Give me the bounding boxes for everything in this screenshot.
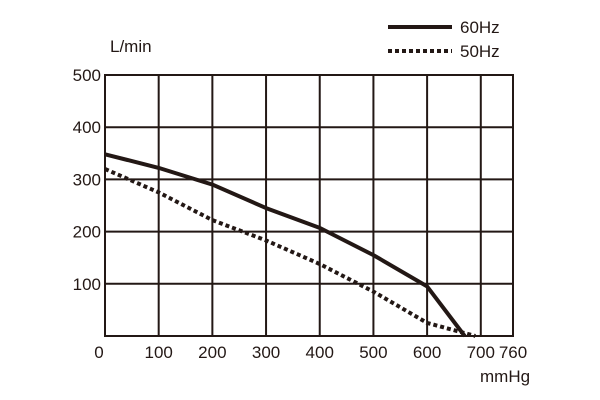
x-tick-label: 600 — [413, 343, 441, 362]
series-line-60hz — [104, 152, 467, 338]
x-tick-label: 200 — [198, 343, 226, 362]
series-line-50hz — [104, 167, 476, 338]
plot-frame — [104, 74, 514, 337]
series-lines — [104, 152, 476, 338]
legend-label-60hz: 60Hz — [460, 18, 500, 37]
grid — [104, 74, 514, 337]
x-tick-label: 760 — [499, 343, 527, 362]
tick-labels: 0 100 200 300 400 500 600 700 760 100 200 300 400 500 — [73, 66, 528, 362]
y-tick-label: 300 — [73, 170, 101, 189]
legend: 60Hz 50Hz — [388, 18, 500, 61]
y-axis-label: L/min — [110, 37, 152, 56]
x-tick-label: 300 — [252, 343, 280, 362]
x-tick-label: 100 — [144, 343, 172, 362]
x-tick-label: 700 — [467, 343, 495, 362]
legend-label-50hz: 50Hz — [460, 42, 500, 61]
x-tick-label: 400 — [306, 343, 334, 362]
y-tick-label: 100 — [73, 275, 101, 294]
x-tick-label: 500 — [359, 343, 387, 362]
x-axis-label: mmHg — [480, 367, 530, 386]
y-tick-label: 200 — [73, 223, 101, 242]
y-tick-label: 500 — [73, 66, 101, 85]
y-tick-label: 400 — [73, 118, 101, 137]
x-tick-label: 0 — [94, 343, 103, 362]
